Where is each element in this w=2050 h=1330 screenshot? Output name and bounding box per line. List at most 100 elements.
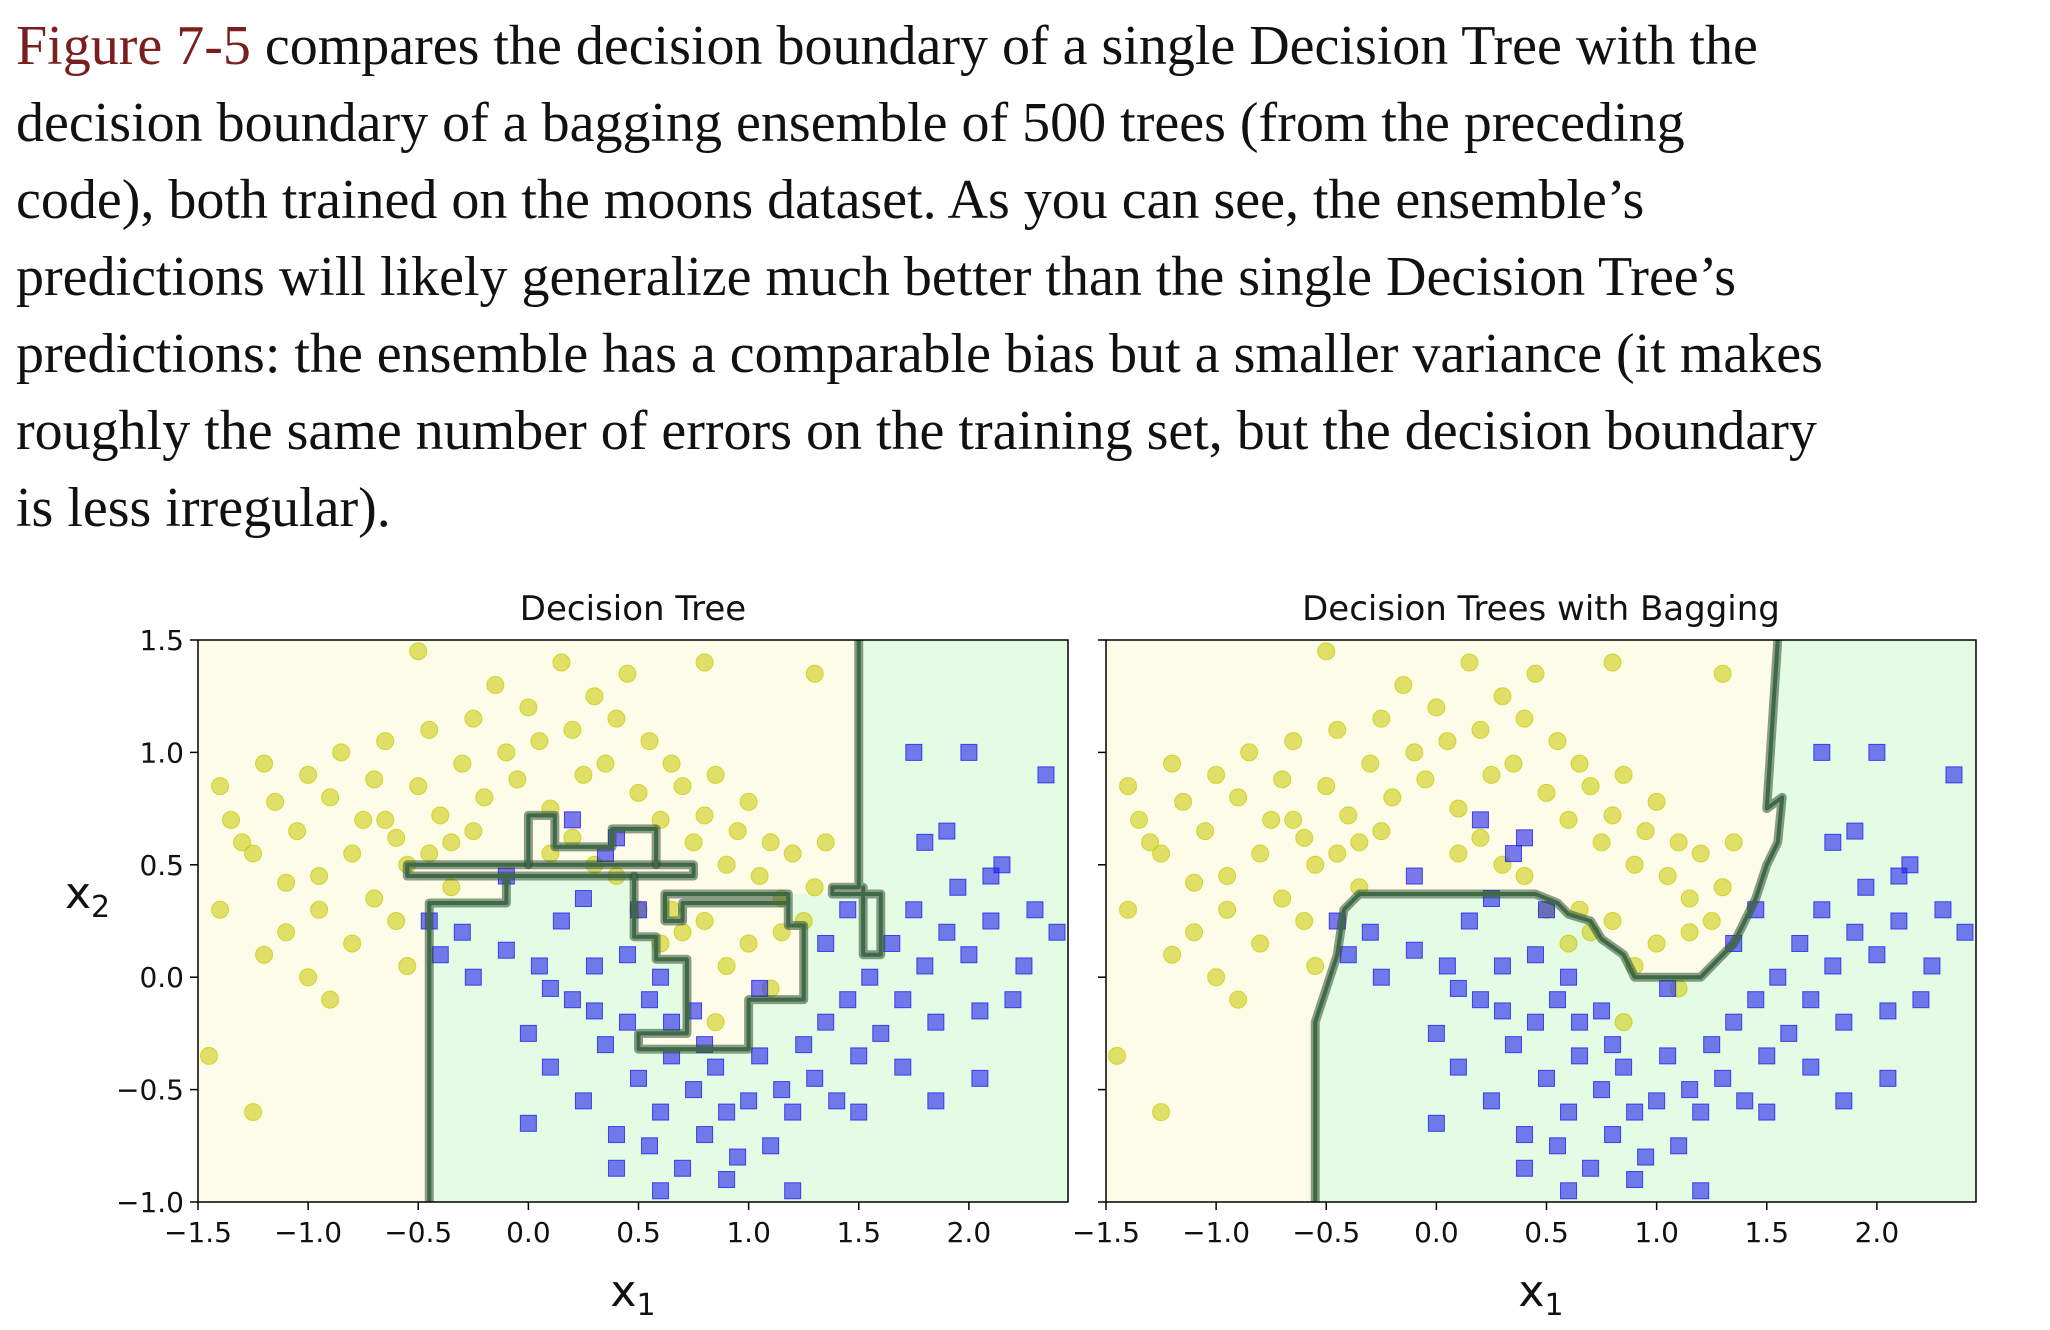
x-tick-label: 1.0 [726, 1216, 771, 1249]
class1-point [1659, 979, 1677, 997]
class0-point [1570, 754, 1589, 773]
class1-point [1405, 941, 1423, 959]
class1-point [607, 1126, 625, 1144]
paragraph-line-1: Figure 7-5 compares the decision boundar… [16, 8, 2036, 85]
class0-point [1438, 732, 1457, 751]
class1-point [1637, 1148, 1655, 1166]
class1-point [1857, 878, 1875, 896]
class0-point [1416, 770, 1435, 789]
class0-point [717, 855, 736, 874]
class1-point [850, 1103, 868, 1121]
class1-point [497, 941, 515, 959]
class0-point [662, 754, 681, 773]
class1-point [663, 1013, 681, 1031]
class1-point [1493, 1002, 1511, 1020]
class0-point [1317, 642, 1336, 661]
class0-point [1350, 833, 1369, 852]
class1-point [817, 934, 835, 952]
class1-point [1824, 957, 1842, 975]
class1-point [707, 1058, 725, 1076]
class0-point [1581, 777, 1600, 796]
y-tick-label: −1.0 [116, 1186, 184, 1219]
x-tick-label: −1.5 [1072, 1216, 1140, 1249]
class1-point [1515, 1126, 1533, 1144]
class1-point [1504, 845, 1522, 863]
class1-point [1703, 1036, 1721, 1054]
class0-point [1119, 900, 1138, 919]
class0-point [475, 788, 494, 807]
class1-point [1493, 957, 1511, 975]
class1-point [1571, 1013, 1589, 1031]
class0-point [1295, 828, 1314, 847]
class0-point [1273, 889, 1292, 908]
paragraph-line-1-text: compares the decision boundary of a sing… [250, 15, 1758, 77]
class1-point [630, 1069, 648, 1087]
class1-point [453, 923, 471, 941]
class1-point [674, 1159, 692, 1177]
class0-point [1625, 855, 1644, 874]
class1-point [1923, 957, 1941, 975]
class1-point [1372, 968, 1390, 986]
class0-point [1515, 709, 1534, 728]
class1-point [1945, 766, 1963, 784]
class1-point [905, 901, 923, 919]
class1-point [530, 957, 548, 975]
class1-point [641, 991, 659, 1009]
class1-point [1890, 867, 1908, 885]
class0-point [673, 923, 692, 942]
class1-point [1626, 1103, 1644, 1121]
class0-point [420, 844, 439, 863]
figure-7-5: −1.5 −1.0 −0.5 0.0 0.5 1.0 1.5 2.0−1.0−0.50.00.… [65, 589, 1977, 1323]
class0-point [805, 878, 824, 897]
class0-point [607, 709, 626, 728]
paragraph-line-4: predictions will likely generalize much … [16, 246, 1737, 308]
class1-point [431, 946, 449, 964]
class1-point [850, 1047, 868, 1065]
class1-point [585, 957, 603, 975]
class1-point [585, 1002, 603, 1020]
class0-point [1328, 844, 1347, 863]
class1-point [806, 1069, 824, 1087]
class1-point [1004, 991, 1022, 1009]
class0-point [695, 912, 714, 930]
class1-point [1912, 991, 1930, 1009]
class1-point [1813, 901, 1831, 919]
class1-point [1449, 1058, 1467, 1076]
class1-point [1802, 991, 1820, 1009]
class1-point [1626, 1171, 1644, 1189]
paragraph-line-5: predictions: the ensemble has a comparab… [16, 323, 1823, 385]
class0-point [398, 956, 417, 975]
class1-point [971, 1069, 989, 1087]
class1-point [1934, 901, 1952, 919]
figure-reference-link[interactable]: Figure 7-5 [16, 15, 251, 77]
class0-point [1306, 855, 1325, 874]
class0-point [1185, 923, 1204, 942]
class0-point [376, 732, 395, 751]
class0-point [299, 765, 318, 784]
class0-point [1339, 806, 1358, 825]
x-tick-label: −0.5 [1292, 1216, 1360, 1249]
class0-point [695, 806, 714, 825]
class1-point [1427, 1114, 1445, 1132]
class0-point [1669, 833, 1688, 852]
class0-point [255, 754, 274, 773]
class0-point [1141, 833, 1160, 852]
class0-point [1647, 792, 1666, 811]
class1-point [1802, 1058, 1820, 1076]
class1-point [927, 1013, 945, 1031]
class0-point [321, 990, 340, 1009]
class1-point [1560, 968, 1578, 986]
class1-point [982, 867, 1000, 885]
paragraph-line-3: code), both trained on the moons dataset… [16, 169, 1645, 231]
class1-point [1593, 1002, 1611, 1020]
class0-point [354, 810, 373, 829]
class1-point [618, 946, 636, 964]
class1-point [938, 822, 956, 840]
x-tick-label: 1.5 [836, 1216, 881, 1249]
class1-point [773, 1081, 791, 1099]
class1-point [541, 979, 559, 997]
class1-point [916, 833, 934, 851]
class1-point [1361, 923, 1379, 941]
class1-point [784, 1103, 802, 1121]
class1-point [1593, 1081, 1611, 1099]
